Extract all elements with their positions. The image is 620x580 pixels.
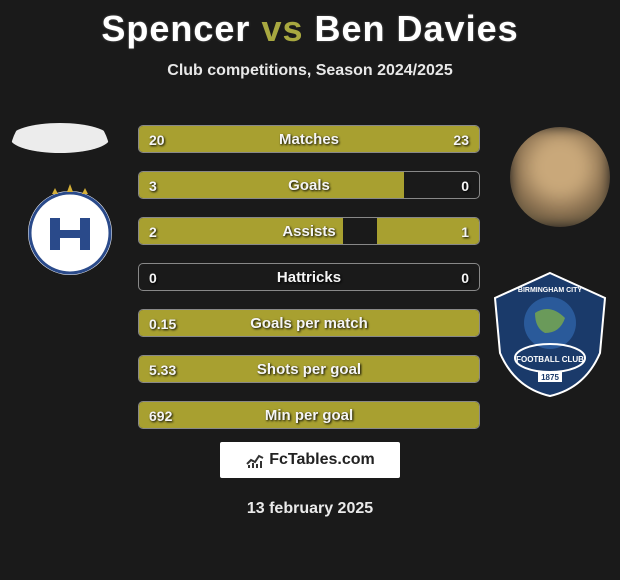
branding-text: FcTables.com bbox=[269, 451, 375, 469]
stat-left-value: 0.15 bbox=[149, 310, 176, 336]
stat-label: Goals bbox=[139, 172, 479, 198]
comparison-title: Spencer vs Ben Davies bbox=[0, 0, 620, 50]
branding-box: FcTables.com bbox=[220, 442, 400, 478]
player2-avatar-blur bbox=[510, 127, 610, 227]
stat-row: Hattricks0 0 bbox=[138, 263, 480, 291]
stat-row: Shots per goal5.33 bbox=[138, 355, 480, 383]
stat-row: Min per goal692 bbox=[138, 401, 480, 429]
stat-row: Goals per match0.15 bbox=[138, 309, 480, 337]
stat-left-value: 2 bbox=[149, 218, 157, 244]
player1-name: Spencer bbox=[101, 8, 250, 49]
stat-label: Goals per match bbox=[139, 310, 479, 336]
subtitle: Club competitions, Season 2024/2025 bbox=[0, 62, 620, 80]
stat-row: Matches20 23 bbox=[138, 125, 480, 153]
birmingham-crest-icon: FOOTBALL CLUB BIRMINGHAM CITY 1875 bbox=[490, 268, 610, 398]
player2-name: Ben Davies bbox=[315, 8, 519, 49]
date-text: 13 february 2025 bbox=[0, 500, 620, 518]
stat-left-value: 0 bbox=[149, 264, 157, 290]
player1-avatar-placeholder bbox=[10, 123, 110, 153]
stat-left-value: 20 bbox=[149, 126, 165, 152]
svg-text:FOOTBALL CLUB: FOOTBALL CLUB bbox=[516, 355, 584, 364]
stat-right-value: 0 bbox=[461, 172, 469, 198]
stats-bars: Matches2023Goals30Assists21Hattricks00Go… bbox=[138, 125, 480, 447]
stat-right-value: 1 bbox=[461, 218, 469, 244]
chart-icon bbox=[245, 450, 265, 470]
stat-right-value: 0 bbox=[461, 264, 469, 290]
player1-club-crest bbox=[20, 178, 120, 278]
stat-row: Assists2 1 bbox=[138, 217, 480, 245]
stat-label: Matches bbox=[139, 126, 479, 152]
stat-label: Shots per goal bbox=[139, 356, 479, 382]
stat-left-value: 5.33 bbox=[149, 356, 176, 382]
stat-left-value: 692 bbox=[149, 402, 172, 428]
stat-label: Min per goal bbox=[139, 402, 479, 428]
stat-label: Assists bbox=[139, 218, 479, 244]
player2-avatar bbox=[510, 127, 610, 227]
huddersfield-crest-icon bbox=[20, 178, 120, 278]
stat-right-value: 23 bbox=[453, 126, 469, 152]
stat-label: Hattricks bbox=[139, 264, 479, 290]
stat-row: Goals3 0 bbox=[138, 171, 480, 199]
svg-text:BIRMINGHAM CITY: BIRMINGHAM CITY bbox=[518, 287, 582, 294]
player2-club-crest: FOOTBALL CLUB BIRMINGHAM CITY 1875 bbox=[490, 268, 610, 398]
stat-left-value: 3 bbox=[149, 172, 157, 198]
vs-text: vs bbox=[261, 8, 303, 49]
svg-text:1875: 1875 bbox=[541, 373, 559, 382]
